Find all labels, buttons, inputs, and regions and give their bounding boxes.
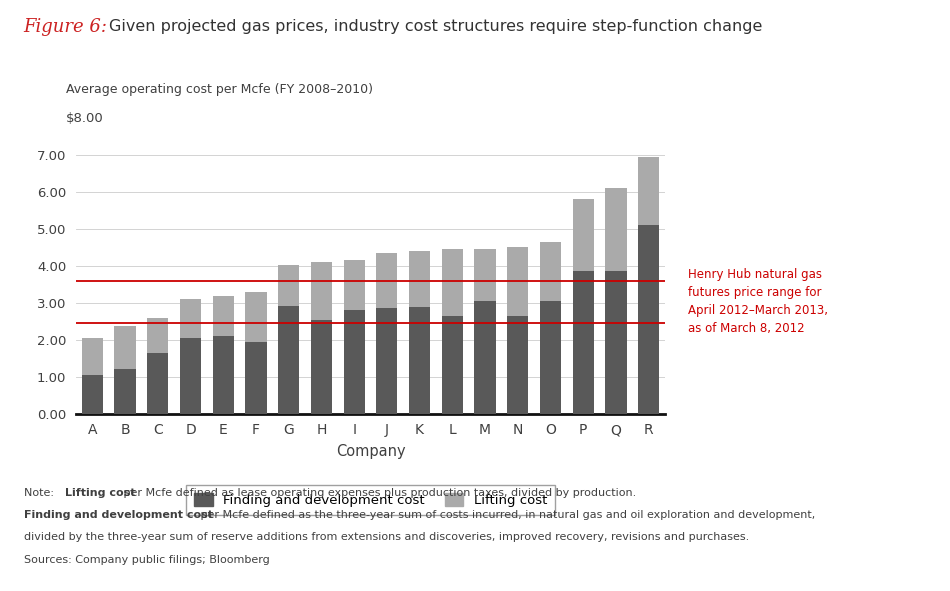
Bar [114, 369, 136, 414]
Bar [278, 265, 299, 306]
Bar [82, 375, 103, 414]
Text: per Mcfe defined as lease operating expenses plus production taxes, divided by p: per Mcfe defined as lease operating expe… [120, 488, 636, 498]
Bar [114, 326, 136, 369]
Bar [147, 318, 168, 353]
Bar [180, 299, 201, 338]
Bar [213, 296, 234, 336]
Text: Given projected gas prices, industry cost structures require step-function chang: Given projected gas prices, industry cos… [109, 19, 763, 34]
Text: Henry Hub natural gas
futures price range for
April 2012–March 2013,
as of March: Henry Hub natural gas futures price rang… [688, 268, 827, 336]
Bar [638, 157, 659, 225]
Text: Lifting cost: Lifting cost [65, 488, 135, 498]
Bar [245, 292, 267, 342]
Bar [638, 225, 659, 414]
Bar [344, 261, 365, 310]
Bar [605, 189, 627, 271]
Bar [311, 320, 332, 414]
Bar [507, 316, 528, 414]
Text: per Mcfe defined as the three-year sum of costs incurred, in natural gas and oil: per Mcfe defined as the three-year sum o… [197, 510, 815, 520]
Bar [82, 338, 103, 375]
Bar [278, 306, 299, 414]
Bar [442, 249, 463, 316]
Bar [573, 200, 594, 271]
Bar [344, 310, 365, 414]
X-axis label: Company: Company [335, 444, 406, 459]
Text: Finding and development cost: Finding and development cost [24, 510, 213, 520]
Bar [376, 309, 397, 414]
Bar [540, 301, 561, 414]
Bar [147, 353, 168, 414]
Bar [245, 342, 267, 414]
Text: Average operating cost per Mcfe (FY 2008–2010): Average operating cost per Mcfe (FY 2008… [66, 83, 373, 96]
Bar [507, 248, 528, 316]
Bar [573, 271, 594, 414]
Bar [376, 253, 397, 309]
Text: divided by the three-year sum of reserve additions from extensions and discoveri: divided by the three-year sum of reserve… [24, 532, 749, 543]
Bar [540, 242, 561, 301]
Bar [474, 301, 496, 414]
Bar [213, 336, 234, 414]
Legend: Finding and development cost, Lifting cost: Finding and development cost, Lifting co… [186, 485, 555, 515]
Text: $8.00: $8.00 [66, 112, 104, 125]
Text: Figure 6:: Figure 6: [24, 18, 107, 35]
Bar [408, 307, 430, 414]
Text: Note:: Note: [24, 488, 57, 498]
Bar [605, 271, 627, 414]
Bar [180, 338, 201, 414]
Bar [442, 316, 463, 414]
Bar [474, 249, 496, 301]
Bar [408, 251, 430, 307]
Bar [311, 262, 332, 320]
Text: Sources: Company public filings; Bloomberg: Sources: Company public filings; Bloombe… [24, 555, 270, 565]
